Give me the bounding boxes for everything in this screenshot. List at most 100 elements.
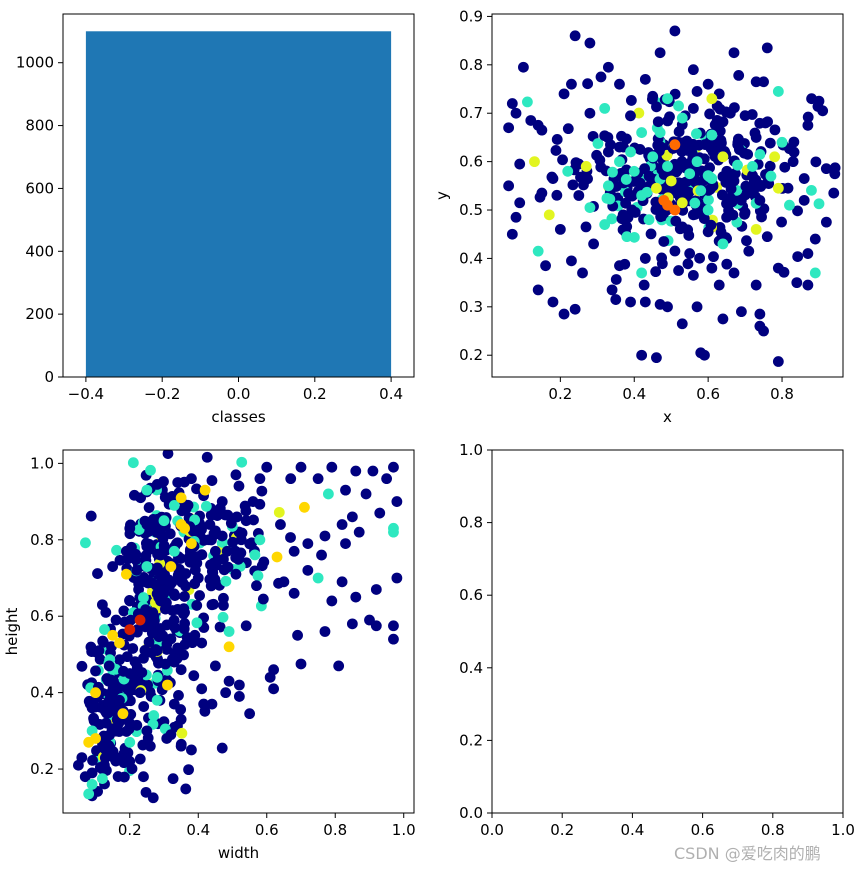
scatter-point — [151, 694, 163, 706]
y-tick-label: 0.6 — [459, 153, 483, 171]
scatter-point — [278, 576, 290, 588]
scatter-point — [140, 786, 152, 798]
scatter-point — [743, 245, 755, 257]
scatter-point — [636, 349, 648, 361]
x-tick-label: 0.4 — [186, 821, 210, 839]
scatter-point — [227, 536, 239, 548]
scatter-point — [209, 545, 221, 557]
scatter-point — [76, 660, 88, 672]
scatter-point — [765, 170, 777, 182]
scatter-point — [180, 503, 192, 514]
scatter-point — [168, 614, 180, 626]
scatter-point — [764, 160, 776, 172]
scatter-point — [288, 587, 300, 599]
scatter-point — [621, 133, 632, 145]
scatter-point — [779, 161, 791, 173]
scatter-point — [655, 141, 667, 153]
scatter-point — [134, 753, 146, 765]
scatter-point — [217, 611, 229, 623]
scatter-point — [381, 473, 393, 485]
scatter-point — [717, 151, 729, 163]
scatter-point — [233, 679, 245, 691]
scatter-point — [205, 534, 217, 546]
scatter-point — [85, 510, 97, 522]
scatter-point — [643, 214, 655, 226]
y-tick-label: 0.8 — [30, 531, 54, 549]
scatter-point — [810, 156, 822, 168]
scatter-point — [772, 86, 784, 97]
scatter-point — [105, 814, 116, 825]
scatter-point — [186, 744, 197, 756]
scatter-point — [529, 156, 540, 168]
scatter-point — [652, 116, 664, 128]
scatter-point — [625, 296, 636, 308]
y-tick-label: 0.5 — [459, 201, 483, 219]
scatter-point — [792, 205, 803, 217]
scatter-point — [750, 76, 762, 88]
scatter-point — [566, 255, 577, 267]
y-tick-label: 0 — [44, 368, 54, 386]
scatter-point — [761, 42, 773, 54]
scatter-point — [175, 664, 187, 676]
scatter-point — [669, 245, 681, 257]
scatter-point — [223, 675, 235, 687]
scatter-point — [206, 698, 218, 710]
scatter-point — [180, 783, 192, 795]
y-tick-label: 0.3 — [459, 298, 483, 316]
scatter-point — [374, 507, 386, 519]
scatter-point — [724, 192, 736, 204]
scatter-point — [703, 138, 714, 150]
scatter-point — [813, 198, 825, 210]
scatter-point — [582, 173, 593, 185]
scatter-point — [673, 265, 684, 276]
scatter-point — [673, 100, 684, 112]
scatter-point — [388, 633, 399, 645]
x-tick-label: 0.6 — [691, 821, 715, 839]
scatter-point — [205, 580, 217, 592]
scatter-point — [602, 131, 614, 143]
scatter-point — [86, 778, 98, 790]
scatter-point — [133, 584, 144, 595]
scatter-point — [594, 154, 606, 166]
empty-axes-panel: 0.0 0.2 0.4 0.6 0.8 1.0 0.0 0.2 0.4 0.6 0.8 1.0 — [459, 441, 855, 839]
scatter-point — [134, 687, 146, 699]
scatter-point — [706, 129, 718, 141]
scatter-point — [172, 537, 183, 549]
scatter-point — [602, 180, 614, 192]
scatter-point — [639, 73, 651, 85]
y-tick-label: 200 — [25, 305, 54, 323]
scatter-point — [353, 526, 365, 538]
scatter-point — [510, 211, 522, 223]
scatter-point — [90, 687, 101, 699]
scatter-point — [813, 95, 825, 107]
scatter-point — [714, 103, 726, 115]
scatter-point — [189, 629, 201, 641]
y-tick-label: 0.2 — [459, 346, 483, 364]
scatter-point — [634, 177, 646, 189]
scatter-point — [689, 197, 701, 209]
scatter-point — [179, 591, 190, 602]
scatter-point — [143, 502, 155, 513]
y-tick-label: 0.6 — [459, 586, 483, 604]
scatter-point — [570, 157, 582, 169]
scatter-point — [299, 501, 310, 513]
scatter-point — [249, 549, 261, 561]
scatter-point — [764, 137, 776, 149]
scatter-point — [756, 211, 767, 223]
scatter-point — [114, 654, 126, 666]
scatter-point — [691, 86, 703, 97]
scatter-point — [741, 235, 752, 247]
scatter-point — [695, 185, 707, 197]
scatter-point — [285, 473, 297, 485]
scatter-point — [168, 500, 180, 511]
scatter-point — [220, 575, 232, 587]
scatter-point — [230, 469, 242, 481]
scatter-point — [758, 203, 770, 215]
scatter-point — [639, 296, 651, 308]
scatter-point — [138, 652, 149, 664]
y-tick-label: 0.7 — [459, 104, 483, 122]
scatter-point — [662, 161, 673, 172]
x-tick-label: 0.0 — [227, 385, 251, 403]
scatter-point — [198, 698, 210, 710]
y-tick-label: 0.2 — [30, 760, 54, 778]
